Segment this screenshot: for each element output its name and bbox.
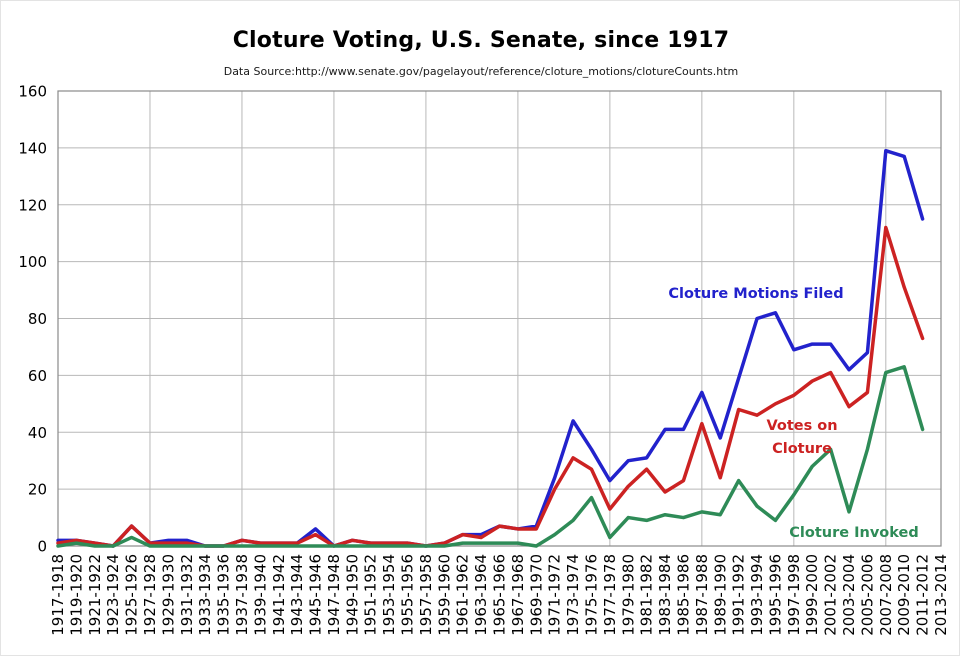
y-axis-tick-label: 140 bbox=[18, 139, 47, 157]
x-axis-tick-label: 1957-1958 bbox=[417, 554, 435, 636]
x-axis-tick-label: 1987-1988 bbox=[693, 554, 711, 636]
x-axis-tick-label: 1943-1944 bbox=[288, 554, 306, 636]
x-axis-tick-label: 1983-1984 bbox=[656, 554, 674, 636]
x-axis-tick-label: 1981-1982 bbox=[638, 554, 656, 636]
x-axis-tick-label: 1929-1930 bbox=[159, 554, 177, 636]
x-axis-tick-label: 2009-2010 bbox=[895, 554, 913, 636]
series-line-cloture-motions-filed bbox=[56, 148, 925, 548]
x-axis-tick-label: 1991-1992 bbox=[730, 554, 748, 636]
x-axis-tick-label: 1937-1938 bbox=[233, 554, 251, 636]
x-axis-tick-label: 1927-1928 bbox=[141, 554, 159, 636]
y-axis-tick-label: 60 bbox=[28, 367, 47, 385]
x-axis-tick-label: 1975-1976 bbox=[582, 554, 600, 636]
x-axis-tick-label: 1965-1966 bbox=[491, 554, 509, 636]
motions-filed-label: Cloture Motions Filed bbox=[668, 286, 843, 302]
x-axis-tick-label: 1955-1956 bbox=[399, 554, 417, 636]
x-axis-tick-label: 2013-2014 bbox=[932, 554, 950, 636]
x-axis-tick-label: 1971-1972 bbox=[546, 554, 564, 636]
x-axis-tick-label: 1973-1974 bbox=[564, 554, 582, 636]
x-axis-tick-label: 2005-2006 bbox=[858, 554, 876, 636]
votes-on-cloture-label: Votes on bbox=[766, 418, 837, 434]
plot-border bbox=[57, 90, 942, 547]
x-axis-tick-label: 1925-1926 bbox=[123, 554, 141, 636]
x-axis-tick-label: 1949-1950 bbox=[343, 554, 361, 636]
x-axis-tick-label: 2001-2002 bbox=[822, 554, 840, 636]
x-axis-tick-label: 1989-1990 bbox=[711, 554, 729, 636]
y-axis-tick-label: 0 bbox=[37, 538, 47, 556]
y-axis-tick-label: 40 bbox=[28, 424, 47, 442]
x-axis-tick-label: 2007-2008 bbox=[877, 554, 895, 636]
series-line-cloture-invoked bbox=[56, 365, 925, 548]
x-axis-tick-label: 1995-1996 bbox=[766, 554, 784, 636]
chart-source-subtitle: Data Source:http://www.senate.gov/pagela… bbox=[223, 65, 739, 78]
chart-title: Cloture Voting, U.S. Senate, since 1917 bbox=[232, 28, 730, 53]
y-axis-tick-label: 120 bbox=[18, 196, 47, 214]
x-axis-tick-label: 1951-1952 bbox=[362, 554, 380, 636]
x-axis-tick-label: 1917-1918 bbox=[49, 554, 67, 636]
x-axis-tick-label: 1933-1934 bbox=[196, 554, 214, 636]
x-axis-tick-label: 1969-1970 bbox=[527, 554, 545, 636]
x-axis-tick-label: 1961-1962 bbox=[454, 554, 472, 636]
x-axis-tick-label: 1923-1924 bbox=[104, 554, 122, 636]
x-axis-tick-label: 1939-1940 bbox=[251, 554, 269, 636]
y-axis-tick-label: 20 bbox=[28, 481, 47, 499]
x-axis-tick-label: 1931-1932 bbox=[178, 554, 196, 636]
x-axis-tick-label: 1935-1936 bbox=[215, 554, 233, 636]
x-axis-tick-label: 1999-2000 bbox=[803, 554, 821, 636]
votes-on-cloture-label: Cloture bbox=[772, 441, 832, 457]
y-axis-tick-label: 80 bbox=[28, 310, 47, 328]
cloture-invoked-label: Cloture Invoked bbox=[789, 525, 918, 541]
x-axis-tick-label: 1985-1986 bbox=[674, 554, 692, 636]
x-axis-tick-label: 1941-1942 bbox=[270, 554, 288, 636]
x-axis-tick-label: 2003-2004 bbox=[840, 554, 858, 636]
y-axis-tick-label: 160 bbox=[18, 83, 47, 101]
x-axis-tick-label: 1953-1954 bbox=[380, 554, 398, 636]
x-axis-tick-label: 1945-1946 bbox=[307, 554, 325, 636]
x-axis-tick-label: 1967-1968 bbox=[509, 554, 527, 636]
x-axis-tick-label: 1997-1998 bbox=[785, 554, 803, 636]
x-axis-tick-label: 1959-1960 bbox=[435, 554, 453, 636]
y-axis-tick-label: 100 bbox=[18, 253, 47, 271]
x-axis-tick-label: 1919-1920 bbox=[67, 554, 85, 636]
x-axis-tick-label: 1963-1964 bbox=[472, 554, 490, 636]
x-axis-tick-label: 1993-1994 bbox=[748, 554, 766, 636]
x-axis-tick-label: 1977-1978 bbox=[601, 554, 619, 636]
x-axis-tick-label: 1921-1922 bbox=[86, 554, 104, 636]
x-axis-tick-label: 2011-2012 bbox=[914, 554, 932, 636]
x-axis-tick-label: 1947-1948 bbox=[325, 554, 343, 636]
x-axis-tick-label: 1979-1980 bbox=[619, 554, 637, 636]
